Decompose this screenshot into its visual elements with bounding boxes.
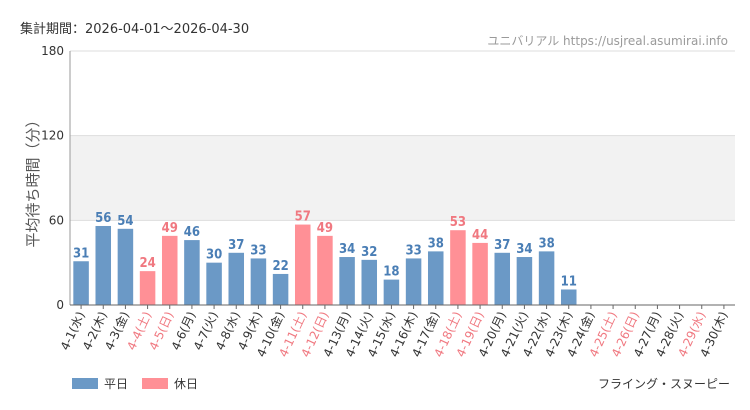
value-label: 56 bbox=[95, 211, 111, 226]
bar-19[interactable] bbox=[472, 242, 488, 305]
legend: 平日 休日 bbox=[72, 375, 212, 392]
bar-6[interactable] bbox=[184, 240, 200, 305]
y-tick-label: 60 bbox=[49, 213, 64, 227]
bar-11[interactable] bbox=[294, 224, 311, 305]
value-label: 31 bbox=[73, 246, 89, 261]
legend-weekday-label: 平日 bbox=[104, 377, 129, 391]
y-tick-label: 120 bbox=[41, 129, 64, 143]
value-label: 18 bbox=[383, 265, 399, 280]
value-label: 11 bbox=[561, 274, 577, 289]
value-label: 54 bbox=[117, 214, 133, 229]
band-60-120 bbox=[70, 135, 735, 221]
bar-17[interactable] bbox=[427, 251, 444, 305]
value-label: 34 bbox=[516, 242, 532, 257]
bar-21[interactable] bbox=[516, 257, 533, 305]
y-axis-label: 平均待ち時間（分） bbox=[24, 112, 42, 247]
bar-4[interactable] bbox=[139, 271, 156, 305]
y-tick-label: 180 bbox=[41, 44, 64, 58]
bar-23[interactable] bbox=[560, 289, 577, 305]
bar-9[interactable] bbox=[250, 258, 267, 305]
legend-weekday-swatch bbox=[72, 378, 98, 389]
value-label: 34 bbox=[339, 242, 355, 257]
value-label: 37 bbox=[494, 238, 510, 253]
value-label: 53 bbox=[450, 215, 466, 230]
value-label: 32 bbox=[361, 245, 377, 260]
bar-16[interactable] bbox=[405, 258, 422, 305]
value-label: 49 bbox=[317, 221, 333, 236]
value-label: 33 bbox=[250, 243, 266, 258]
legend-holiday-label: 休日 bbox=[174, 377, 199, 391]
value-label: 46 bbox=[184, 225, 200, 240]
bar-15[interactable] bbox=[383, 279, 400, 305]
bar-3[interactable] bbox=[117, 228, 134, 305]
period-label: 集計期間：2026-04-01～2026-04-30 bbox=[20, 22, 250, 37]
bar-13[interactable] bbox=[339, 257, 355, 305]
value-label: 24 bbox=[139, 256, 155, 271]
legend-holiday-swatch bbox=[142, 378, 169, 389]
legend-weekday: 平日 bbox=[72, 375, 128, 392]
legend-holiday: 休日 bbox=[142, 375, 198, 392]
value-label: 49 bbox=[162, 221, 178, 236]
bar-18[interactable] bbox=[450, 230, 466, 305]
value-label: 44 bbox=[472, 228, 488, 243]
value-label: 57 bbox=[295, 210, 311, 225]
bar-22[interactable] bbox=[538, 251, 555, 305]
bar-20[interactable] bbox=[494, 252, 511, 305]
bar-5[interactable] bbox=[161, 235, 178, 305]
source-label[interactable]: ユニバリアル https://usjreal.asumirai.info bbox=[487, 34, 728, 48]
value-label: 38 bbox=[428, 236, 444, 251]
bar-2[interactable] bbox=[95, 225, 112, 305]
bar-8[interactable] bbox=[228, 252, 245, 305]
bar-7[interactable] bbox=[206, 262, 222, 305]
value-label: 37 bbox=[228, 238, 244, 253]
attraction-name: フライング・スヌーピー bbox=[597, 377, 730, 391]
value-label: 22 bbox=[272, 259, 288, 274]
bar-1[interactable] bbox=[73, 261, 89, 305]
value-label: 30 bbox=[206, 248, 222, 263]
value-label: 33 bbox=[405, 243, 421, 258]
bar-10[interactable] bbox=[272, 273, 289, 305]
y-tick-label: 0 bbox=[56, 298, 64, 312]
bar-14[interactable] bbox=[361, 259, 378, 305]
value-label: 38 bbox=[538, 236, 554, 251]
bar-12[interactable] bbox=[317, 235, 333, 305]
